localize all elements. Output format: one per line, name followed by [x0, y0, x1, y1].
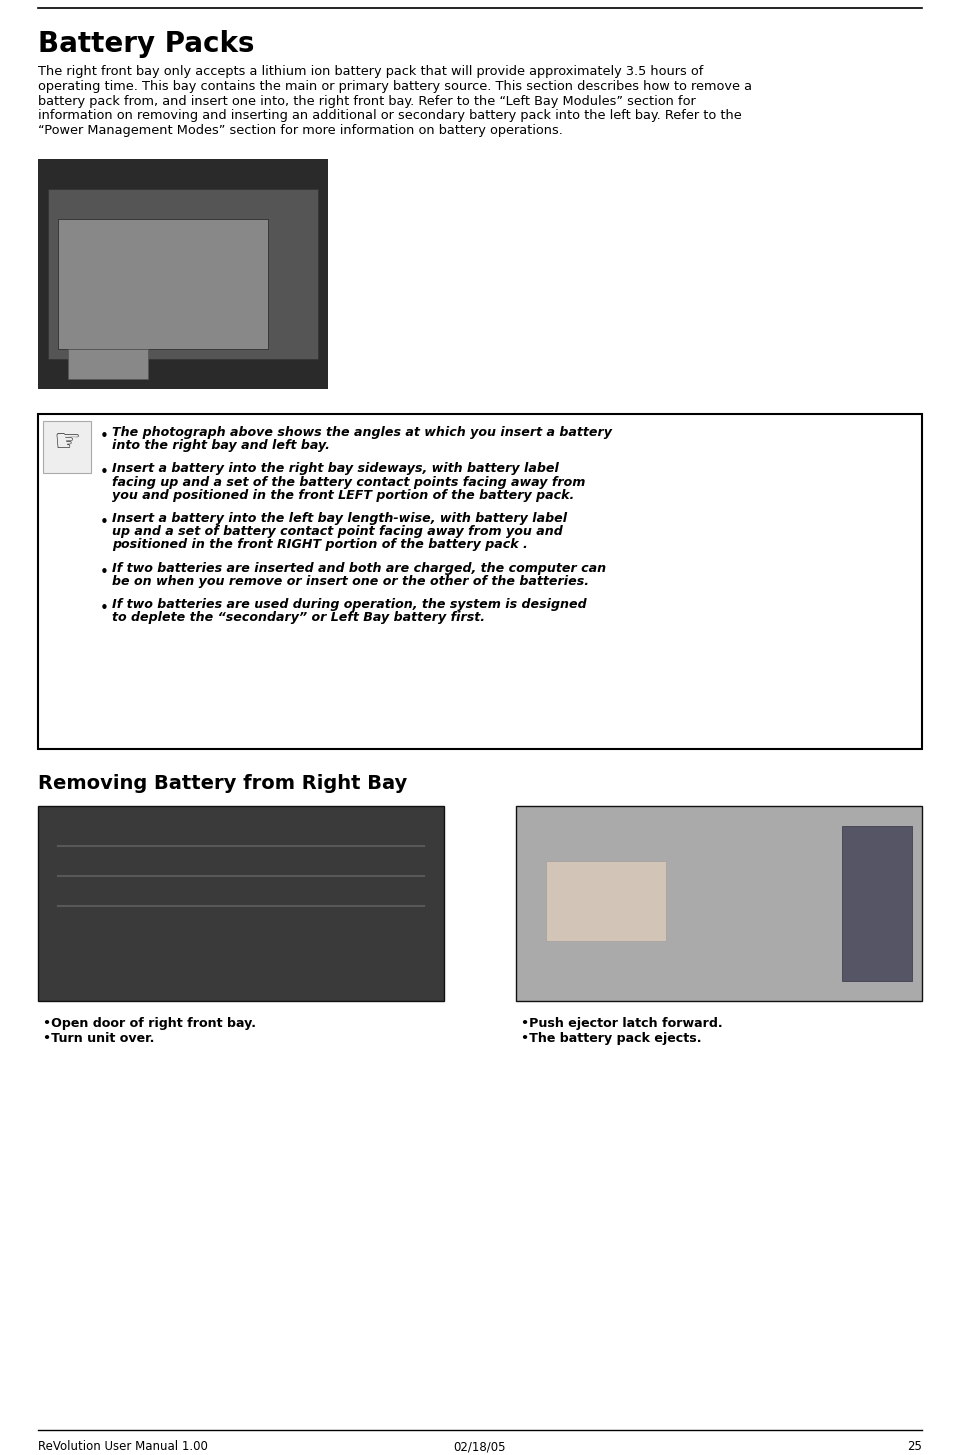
Bar: [58, 220, 268, 349]
Text: information on removing and inserting an additional or secondary battery pack in: information on removing and inserting an…: [38, 109, 742, 122]
Text: •: •: [100, 515, 108, 530]
Text: •: •: [100, 601, 108, 615]
Bar: [38, 159, 328, 388]
Text: into the right bay and left bay.: into the right bay and left bay.: [112, 439, 330, 453]
Text: Battery Packs: Battery Packs: [38, 31, 254, 58]
Text: If two batteries are used during operation, the system is designed: If two batteries are used during operati…: [112, 598, 587, 611]
Text: Insert a battery into the right bay sideways, with battery label: Insert a battery into the right bay side…: [112, 463, 559, 476]
Text: positioned in the front RIGHT portion of the battery pack .: positioned in the front RIGHT portion of…: [112, 538, 528, 551]
Text: battery pack from, and insert one into, the right front bay. Refer to the “Left : battery pack from, and insert one into, …: [38, 95, 696, 108]
Text: The right front bay only accepts a lithium ion battery pack that will provide ap: The right front bay only accepts a lithi…: [38, 65, 704, 79]
Bar: [38, 806, 444, 1001]
Bar: [68, 349, 148, 378]
Text: “Power Management Modes” section for more information on battery operations.: “Power Management Modes” section for mor…: [38, 124, 563, 137]
Text: ☞: ☞: [54, 429, 81, 457]
Text: to deplete the “secondary” or Left Bay battery first.: to deplete the “secondary” or Left Bay b…: [112, 611, 485, 624]
Text: •The battery pack ejects.: •The battery pack ejects.: [521, 1032, 702, 1045]
Text: The photograph above shows the angles at which you insert a battery: The photograph above shows the angles at…: [112, 426, 612, 439]
Text: ReVolution User Manual 1.00: ReVolution User Manual 1.00: [38, 1440, 208, 1454]
Text: 02/18/05: 02/18/05: [454, 1440, 506, 1454]
Text: •Turn unit over.: •Turn unit over.: [43, 1032, 155, 1045]
Text: you and positioned in the front LEFT portion of the battery pack.: you and positioned in the front LEFT por…: [112, 489, 574, 502]
Text: •: •: [100, 429, 108, 444]
Text: •: •: [100, 466, 108, 480]
Bar: [842, 826, 912, 981]
Text: •: •: [100, 565, 108, 579]
Text: be on when you remove or insert one or the other of the batteries.: be on when you remove or insert one or t…: [112, 575, 589, 588]
Text: 25: 25: [907, 1440, 922, 1454]
FancyBboxPatch shape: [43, 420, 91, 473]
Text: •Open door of right front bay.: •Open door of right front bay.: [43, 1017, 256, 1030]
Text: operating time. This bay contains the main or primary battery source. This secti: operating time. This bay contains the ma…: [38, 80, 752, 93]
Text: If two batteries are inserted and both are charged, the computer can: If two batteries are inserted and both a…: [112, 562, 606, 575]
Bar: [48, 189, 318, 359]
Bar: [546, 861, 666, 941]
Text: Removing Battery from Right Bay: Removing Battery from Right Bay: [38, 774, 407, 793]
Text: Insert a battery into the left bay length-wise, with battery label: Insert a battery into the left bay lengt…: [112, 512, 567, 525]
FancyBboxPatch shape: [38, 415, 922, 749]
Text: up and a set of battery contact point facing away from you and: up and a set of battery contact point fa…: [112, 525, 563, 538]
Text: facing up and a set of the battery contact points facing away from: facing up and a set of the battery conta…: [112, 476, 586, 489]
Text: •Push ejector latch forward.: •Push ejector latch forward.: [521, 1017, 723, 1030]
Bar: [516, 806, 922, 1001]
